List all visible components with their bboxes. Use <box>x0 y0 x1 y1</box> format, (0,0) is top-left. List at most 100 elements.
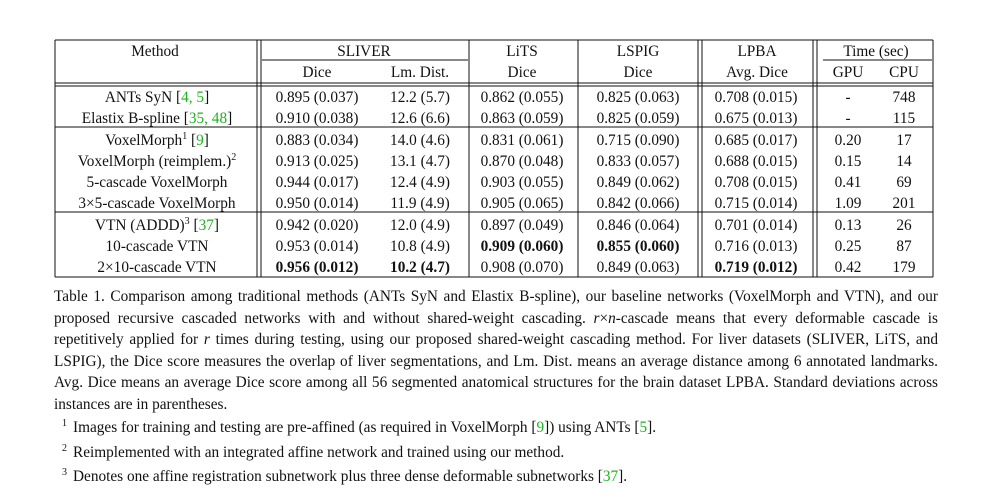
header-time: Time (sec) <box>843 43 908 60</box>
footnote-1-text-mid: ]) using ANTs [ <box>544 419 640 436</box>
row-1-method: Elastix B-spline [35, 48] <box>82 110 232 127</box>
row-6-sliver-lm: 12.0 (4.9) <box>390 217 450 234</box>
header-lpba: LPBA <box>737 43 776 60</box>
row-0-sliver-dice: 0.895 (0.037) <box>276 89 359 106</box>
caption-n: n <box>608 309 616 327</box>
footnote-mark: 2 <box>231 152 236 163</box>
row-3-lits: 0.870 (0.048) <box>481 153 564 170</box>
footnote-mark: 1 <box>182 131 187 142</box>
footnote-3: 3 Denotes one affine registration subnetw… <box>62 463 942 488</box>
row-2-sliver-lm: 14.0 (4.6) <box>390 132 450 149</box>
row-2-lpba: 0.685 (0.017) <box>715 132 798 149</box>
citation-link[interactable]: 37 <box>199 217 215 234</box>
row-1-cpu: 115 <box>893 110 916 127</box>
caption-r: r <box>593 309 600 327</box>
method-name: Elastix B-spline [ <box>82 110 189 127</box>
row-4-method: 5-cascade VoxelMorph <box>87 174 228 191</box>
header-lits: LiTS <box>506 43 537 60</box>
row-1-lspig: 0.825 (0.059) <box>597 110 680 127</box>
subheader-lspig-dice: Dice <box>624 64 653 81</box>
caption-text-3: times during testing, using our proposed… <box>54 331 938 413</box>
subheader-lpba-avg-dice: Avg. Dice <box>726 64 788 81</box>
subheader-sliver-dice: Dice <box>303 64 332 81</box>
row-8-sliver-dice: 0.956 (0.012) <box>276 259 359 276</box>
row-8-gpu: 0.42 <box>835 259 862 276</box>
footnote-1-text-end: ]. <box>647 419 657 436</box>
method-name: VoxelMorph <box>105 132 182 149</box>
row-6-gpu: 0.13 <box>835 217 862 234</box>
footnote-1-text: Images for training and testing are pre-… <box>73 419 537 436</box>
footnote-2: 2 Reimplemented with an integrated affine… <box>62 439 942 464</box>
footnote-1-cite-link[interactable]: 9 <box>536 419 545 436</box>
row-8-method: 2×10-cascade VTN <box>97 259 216 276</box>
row-8-lpba: 0.719 (0.012) <box>715 259 798 276</box>
row-4-sliver-lm: 12.4 (4.9) <box>390 174 450 191</box>
row-5-lpba: 0.715 (0.014) <box>715 195 798 212</box>
row-8-lits: 0.908 (0.070) <box>481 259 564 276</box>
footnote-1: 1 Images for training and testing are pre… <box>62 414 942 439</box>
row-4-lpba: 0.708 (0.015) <box>715 174 798 191</box>
row-6-cpu: 26 <box>896 217 912 234</box>
row-3-method: VoxelMorph (reimplem.)2 <box>78 152 237 170</box>
row-7-lits: 0.909 (0.060) <box>481 238 564 255</box>
row-5-gpu: 1.09 <box>835 195 862 212</box>
row-3-gpu: 0.15 <box>835 153 862 170</box>
row-5-lits: 0.905 (0.065) <box>481 195 564 212</box>
method-name: 3×5-cascade VoxelMorph <box>78 195 236 212</box>
citation-link[interactable]: 9 <box>196 132 204 149</box>
method-name: ] <box>204 89 209 106</box>
method-name: 5-cascade VoxelMorph <box>87 174 228 191</box>
row-1-lits: 0.863 (0.059) <box>481 110 564 127</box>
row-7-cpu: 87 <box>896 238 912 255</box>
row-6-sliver-dice: 0.942 (0.020) <box>276 217 359 234</box>
footnote-3-cite-link[interactable]: 37 <box>602 468 619 485</box>
row-0-lpba: 0.708 (0.015) <box>715 89 798 106</box>
row-5-sliver-dice: 0.950 (0.014) <box>276 195 359 212</box>
row-6-method: VTN (ADDD)3 [37] <box>95 216 219 234</box>
method-name: VoxelMorph (reimplem.) <box>78 153 232 170</box>
caption-text-2: -cascade means that every deformable cas… <box>54 309 938 349</box>
method-name: 10-cascade VTN <box>106 238 209 255</box>
method-name: 2×10-cascade VTN <box>97 259 216 276</box>
footnote-1-cite-link-2[interactable]: 5 <box>639 419 648 436</box>
citation-link[interactable]: 35, 48 <box>189 110 228 127</box>
row-3-cpu: 14 <box>896 153 912 170</box>
row-6-lspig: 0.846 (0.064) <box>597 217 680 234</box>
footnotes: 1 Images for training and testing are pre… <box>62 414 942 488</box>
subheader-gpu: GPU <box>833 64 864 81</box>
subheader-sliver-lm-dist: Lm. Dist. <box>391 64 449 81</box>
row-0-cpu: 748 <box>893 89 916 106</box>
header-lspig: LSPIG <box>617 43 660 60</box>
row-5-sliver-lm: 11.9 (4.9) <box>390 195 449 212</box>
footnote-1-number: 1 <box>62 418 67 429</box>
row-0-sliver-lm: 12.2 (5.7) <box>390 89 450 106</box>
method-name: ANTs SyN [ <box>105 89 181 106</box>
citation-link[interactable]: 4, 5 <box>181 89 204 106</box>
method-name: [ <box>187 132 196 149</box>
row-4-lspig: 0.849 (0.062) <box>597 174 680 191</box>
row-1-sliver-dice: 0.910 (0.038) <box>276 110 359 127</box>
method-name: ] <box>214 217 219 234</box>
row-7-lpba: 0.716 (0.013) <box>715 238 798 255</box>
row-2-lits: 0.831 (0.061) <box>481 132 564 149</box>
row-5-cpu: 201 <box>893 195 916 212</box>
row-7-lspig: 0.855 (0.060) <box>597 238 680 255</box>
method-name: VTN (ADDD) <box>95 217 185 234</box>
row-7-sliver-dice: 0.953 (0.014) <box>276 238 359 255</box>
footnote-2-text: Reimplemented with an integrated affine … <box>73 443 565 461</box>
footnote-mark: 3 <box>185 216 190 227</box>
table-caption: Table 1. Comparison among traditional me… <box>54 286 938 415</box>
footnote-2-number: 2 <box>62 442 67 454</box>
row-2-gpu: 0.20 <box>835 132 862 149</box>
row-6-lpba: 0.701 (0.014) <box>715 217 798 234</box>
caption-r2: r <box>203 331 210 348</box>
row-8-lspig: 0.849 (0.063) <box>597 259 680 276</box>
row-3-sliver-lm: 13.1 (4.7) <box>390 153 450 170</box>
header-sliver: SLIVER <box>337 43 391 60</box>
row-2-lspig: 0.715 (0.090) <box>597 132 680 149</box>
footnote-3-number: 3 <box>62 467 67 478</box>
method-name: ] <box>204 132 209 149</box>
row-0-method: ANTs SyN [4, 5] <box>105 89 209 106</box>
row-0-gpu: - <box>845 89 850 106</box>
